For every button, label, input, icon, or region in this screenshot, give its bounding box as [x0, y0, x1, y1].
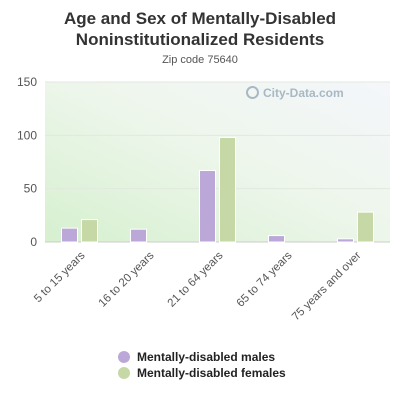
x-tick-label: 75 years and over	[290, 250, 364, 324]
bar-males-0	[61, 227, 78, 243]
watermark: City-Data.com	[246, 86, 344, 100]
bar-males-4	[337, 238, 354, 243]
bar-females-4	[357, 211, 374, 243]
legend-item-males: Mentally-disabled males	[118, 349, 286, 365]
legend-label-females: Mentally-disabled females	[137, 366, 286, 380]
bar-females-0	[81, 219, 98, 243]
legend-label-males: Mentally-disabled males	[137, 350, 276, 364]
x-tick-label: 65 to 74 years	[235, 249, 295, 309]
bar-females-2	[219, 136, 236, 243]
x-tick-label: 21 to 64 years	[166, 249, 226, 309]
bar-males-3	[268, 235, 285, 243]
chart-subtitle: Zip code 75640	[162, 54, 238, 66]
chart-title: Age and Sex of Mentally-Disabled Noninst…	[63, 9, 337, 49]
legend: Mentally-disabled males Mentally-disable…	[118, 349, 286, 381]
magnifier-icon	[246, 86, 259, 99]
y-tick-label: 100	[17, 128, 37, 142]
y-tick-label: 150	[17, 75, 37, 89]
x-tick-label: 16 to 20 years	[97, 249, 157, 309]
legend-swatch-females	[118, 367, 130, 379]
bar-males-1	[130, 228, 147, 243]
y-tick-label: 50	[24, 182, 38, 196]
bar-males-2	[199, 170, 216, 243]
plot-area	[45, 82, 390, 242]
legend-item-females: Mentally-disabled females	[118, 365, 286, 381]
watermark-text: City-Data.com	[263, 86, 344, 100]
x-tick-label: 5 to 15 years	[32, 249, 88, 305]
legend-swatch-males	[118, 351, 130, 363]
y-tick-label: 0	[30, 235, 37, 249]
